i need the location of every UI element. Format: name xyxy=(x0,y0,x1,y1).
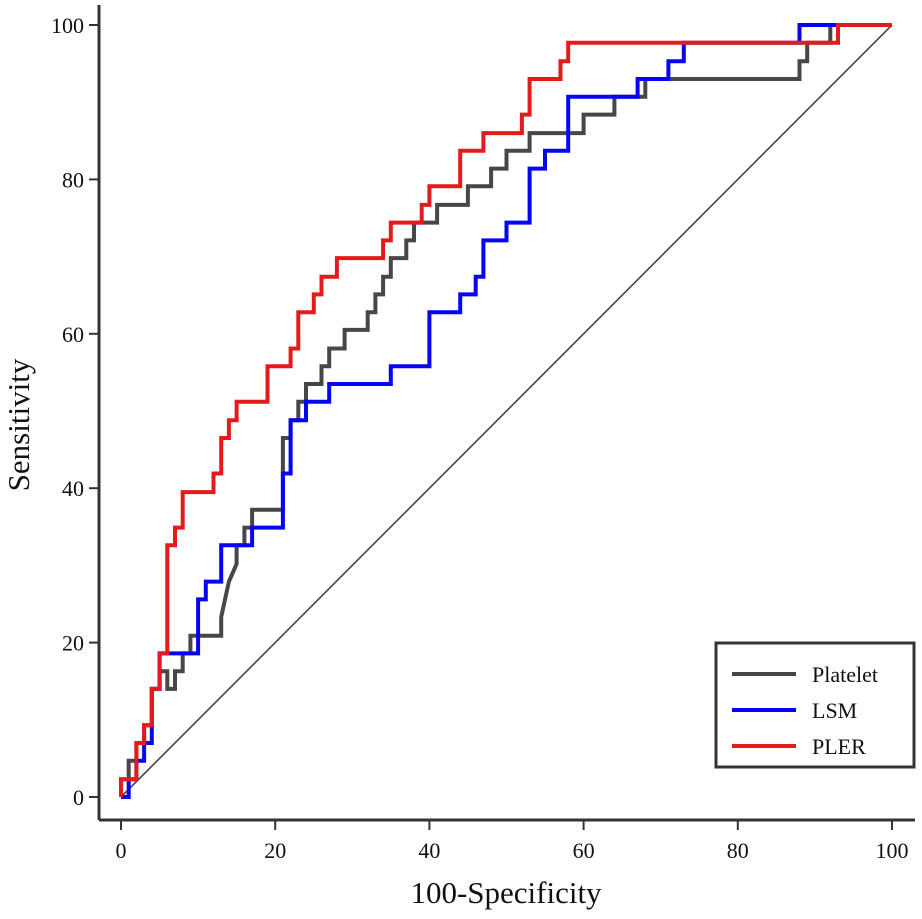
y-tick-label: 60 xyxy=(62,322,84,347)
series-line-pler xyxy=(119,23,892,797)
y-tick-label: 100 xyxy=(51,13,84,38)
reference-layer xyxy=(120,24,893,798)
axes-layer xyxy=(97,5,915,822)
x-ticks: 0 20 40 60 80 100 xyxy=(116,820,909,863)
x-tick-label: 0 xyxy=(116,838,127,863)
x-tick-label: 20 xyxy=(264,838,286,863)
x-tick-label: 60 xyxy=(573,838,595,863)
y-tick-label: 40 xyxy=(62,476,84,501)
legend: Platelet LSM PLER xyxy=(714,641,916,769)
y-axis-title: Sensitivity xyxy=(1,358,36,491)
series-line-platelet xyxy=(119,23,892,797)
y-tick-label: 0 xyxy=(73,785,84,810)
legend-label-pler: PLER xyxy=(812,734,866,759)
legend-label-platelet: Platelet xyxy=(812,662,878,687)
series-layer xyxy=(119,23,892,799)
x-tick-label: 40 xyxy=(418,838,440,863)
y-tick-label: 80 xyxy=(62,167,84,192)
x-axis-title: 100-Specificity xyxy=(410,875,602,910)
x-tick-label: 100 xyxy=(876,838,909,863)
x-tick-label: 80 xyxy=(727,838,749,863)
y-ticks: 0 20 40 60 80 100 xyxy=(51,13,99,810)
y-tick-label: 20 xyxy=(62,631,84,656)
reference-diagonal-line xyxy=(120,24,893,798)
legend-label-lsm: LSM xyxy=(812,698,857,723)
